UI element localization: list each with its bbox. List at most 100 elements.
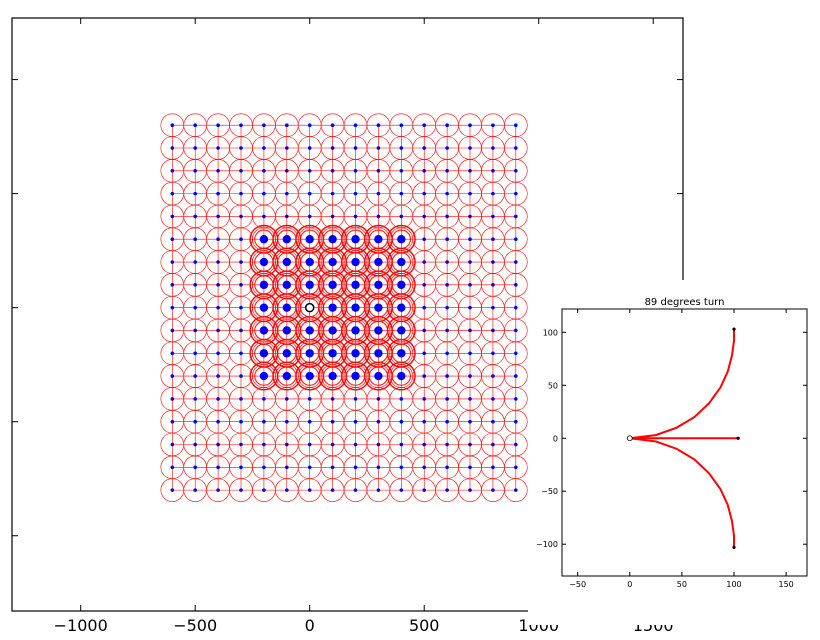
node-point-152 <box>353 123 358 127</box>
node-point-114 <box>307 214 312 219</box>
inset-end-point-2 <box>732 545 736 549</box>
inset-start-marker <box>626 435 633 442</box>
node-point-236 <box>468 146 472 150</box>
node-point-3 <box>170 419 175 424</box>
node-point-11 <box>170 237 175 242</box>
node-point-63 <box>239 214 243 219</box>
origin-marker <box>304 302 315 313</box>
node-point-198 <box>422 237 427 242</box>
node-point-167 <box>376 169 381 173</box>
node-point-183 <box>399 191 404 196</box>
node-point-301 <box>351 349 360 358</box>
node-point-302 <box>351 326 360 335</box>
node-point-172 <box>399 442 404 447</box>
node-point-241 <box>491 419 495 424</box>
node-point-266 <box>514 237 518 242</box>
node-point-320 <box>397 235 406 244</box>
node-point-62 <box>239 237 243 242</box>
node-point-15 <box>170 146 175 150</box>
node-point-312 <box>374 257 383 267</box>
node-point-190 <box>422 419 427 424</box>
node-point-69 <box>262 465 266 470</box>
node-point-232 <box>468 237 472 242</box>
node-point-189 <box>422 442 427 447</box>
inset-series-group <box>626 327 740 549</box>
node-point-290 <box>305 280 314 290</box>
node-point-292 <box>305 235 314 244</box>
main-plot-nodes <box>170 123 518 492</box>
node-point-71 <box>262 419 266 424</box>
node-point-38 <box>216 397 220 401</box>
node-point-317 <box>397 303 406 312</box>
node-point-7 <box>170 328 175 333</box>
node-point-58 <box>239 328 243 333</box>
path-arc-0 <box>160 478 185 502</box>
node-point-250 <box>491 214 495 219</box>
node-point-219 <box>445 146 449 150</box>
node-point-40 <box>216 351 220 356</box>
path-arc-153 <box>366 478 391 502</box>
x-tick-label-3: 500 <box>409 616 440 635</box>
node-point-239 <box>491 465 495 470</box>
node-point-33 <box>193 123 198 127</box>
node-point-229 <box>468 305 472 310</box>
path-arc-85 <box>275 478 299 502</box>
node-point-284 <box>282 257 292 267</box>
node-point-23 <box>193 351 198 356</box>
node-point-59 <box>239 305 243 310</box>
node-point-156 <box>376 419 381 424</box>
inset-plot-frame <box>561 308 808 577</box>
node-point-30 <box>193 191 198 196</box>
node-point-274 <box>259 326 269 335</box>
node-point-28 <box>193 237 198 242</box>
node-point-119 <box>330 488 335 492</box>
node-point-56 <box>239 374 243 378</box>
node-point-21 <box>193 397 198 401</box>
node-point-81 <box>262 191 266 196</box>
node-point-61 <box>239 260 243 264</box>
node-point-134 <box>330 146 335 150</box>
node-point-315 <box>397 349 406 358</box>
node-point-17 <box>193 488 198 492</box>
node-point-0 <box>170 488 175 492</box>
node-point-41 <box>216 328 220 333</box>
x-tick-label-0: −1000 <box>54 616 108 635</box>
node-point-267 <box>514 214 518 219</box>
node-point-248 <box>491 260 495 264</box>
node-point-153 <box>376 488 381 492</box>
node-point-37 <box>216 419 220 424</box>
node-point-118 <box>307 123 312 127</box>
node-point-283 <box>282 280 292 290</box>
node-point-245 <box>491 328 495 333</box>
node-point-51 <box>239 488 243 492</box>
node-point-215 <box>445 237 449 242</box>
node-point-201 <box>422 169 427 173</box>
node-point-308 <box>374 349 383 358</box>
node-point-255 <box>514 488 518 492</box>
node-point-195 <box>422 305 427 310</box>
inset-y-tick-label-4: 100 <box>543 328 558 337</box>
node-point-218 <box>445 169 449 173</box>
node-point-6 <box>170 351 175 356</box>
node-point-216 <box>445 214 449 219</box>
node-point-287 <box>305 349 314 358</box>
node-point-227 <box>468 351 472 356</box>
node-point-186 <box>399 123 404 127</box>
node-point-271 <box>514 123 518 127</box>
node-point-104 <box>307 442 312 447</box>
node-point-57 <box>239 351 243 356</box>
node-point-264 <box>514 283 518 287</box>
node-point-26 <box>193 283 198 287</box>
node-point-5 <box>170 374 175 378</box>
node-point-303 <box>351 303 360 312</box>
node-point-106 <box>307 397 312 401</box>
node-point-247 <box>491 283 495 287</box>
node-point-115 <box>307 191 312 196</box>
node-point-243 <box>491 374 495 378</box>
node-point-157 <box>376 397 381 401</box>
node-point-82 <box>262 169 266 173</box>
node-point-275 <box>259 303 269 312</box>
node-point-116 <box>307 169 312 173</box>
node-point-150 <box>353 169 358 173</box>
node-point-48 <box>216 169 220 173</box>
